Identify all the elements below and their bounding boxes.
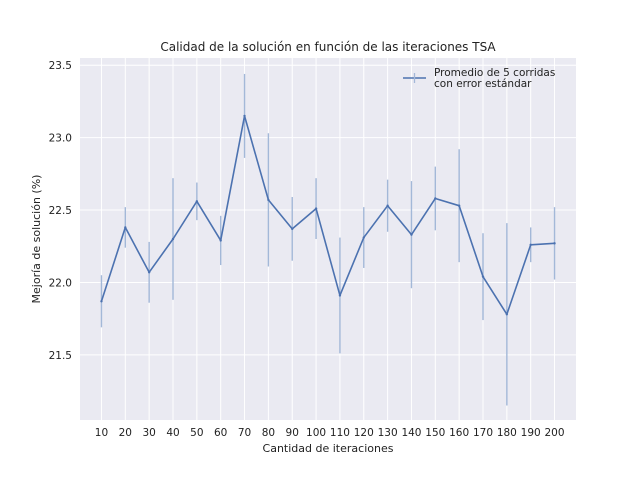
x-tick-label: 120	[354, 427, 374, 439]
data-point	[124, 226, 127, 229]
y-tick-label: 21.5	[49, 350, 72, 362]
y-tick-labels: 21.5 22.0 22.5 23.0 23.5	[49, 60, 72, 362]
data-point	[481, 275, 485, 278]
data-point	[338, 294, 342, 297]
data-point	[386, 204, 389, 207]
data-point	[291, 227, 294, 231]
data-point	[553, 242, 556, 245]
y-axis-label: Mejoría de solución (%)	[30, 175, 43, 304]
y-tick-label: 23.0	[49, 133, 72, 145]
data-point	[147, 271, 151, 274]
y-tick-label: 22.0	[49, 277, 72, 289]
data-point	[100, 300, 103, 303]
chart-title: Calidad de la solución en función de las…	[160, 40, 496, 54]
data-point	[243, 114, 246, 118]
x-tick-label: 10	[95, 427, 108, 439]
x-tick-label: 30	[142, 427, 155, 439]
x-tick-label: 200	[545, 427, 565, 439]
series-line	[100, 115, 555, 316]
x-tick-label: 50	[190, 427, 203, 439]
data-point	[457, 204, 461, 207]
x-axis-label: Cantidad de iteraciones	[263, 442, 394, 455]
data-point	[410, 233, 413, 236]
x-tick-label: 70	[238, 427, 251, 439]
x-tick-label: 110	[330, 427, 350, 439]
legend-label: Promedio de 5 corridas con error estándar	[434, 67, 555, 90]
y-tick-label: 23.5	[49, 60, 72, 72]
legend-label-line: Promedio de 5 corridas	[434, 67, 555, 79]
x-tick-label: 160	[449, 427, 469, 439]
legend: Promedio de 5 corridas con error estándar	[403, 67, 555, 90]
data-point	[529, 243, 532, 246]
data-point	[195, 200, 199, 203]
series-lines	[100, 114, 556, 316]
x-tick-label: 40	[166, 427, 179, 439]
x-tick-label: 60	[214, 427, 227, 439]
data-point	[505, 313, 509, 316]
plot-area	[80, 58, 576, 420]
x-tick-label: 140	[401, 427, 421, 439]
x-tick-label: 190	[521, 427, 541, 439]
y-tick-label: 22.5	[49, 205, 72, 217]
data-point	[314, 207, 318, 210]
data-point	[267, 198, 270, 202]
x-tick-label: 180	[497, 427, 517, 439]
x-tick-label: 100	[306, 427, 326, 439]
x-tick-label: 20	[119, 427, 132, 439]
x-tick-label: 170	[473, 427, 493, 439]
data-point	[219, 239, 222, 242]
x-tick-labels: 10 20 30 40 50 60 70 80 90 100 110 120 130 140 150 160 1…	[95, 427, 565, 439]
x-tick-label: 80	[262, 427, 275, 439]
data-point	[362, 236, 365, 239]
x-tick-label: 90	[286, 427, 299, 439]
legend-label-line: con error estándar	[434, 78, 532, 90]
x-tick-label: 130	[378, 427, 398, 439]
data-point	[171, 237, 175, 241]
x-tick-label: 150	[425, 427, 445, 439]
data-point	[434, 197, 437, 200]
